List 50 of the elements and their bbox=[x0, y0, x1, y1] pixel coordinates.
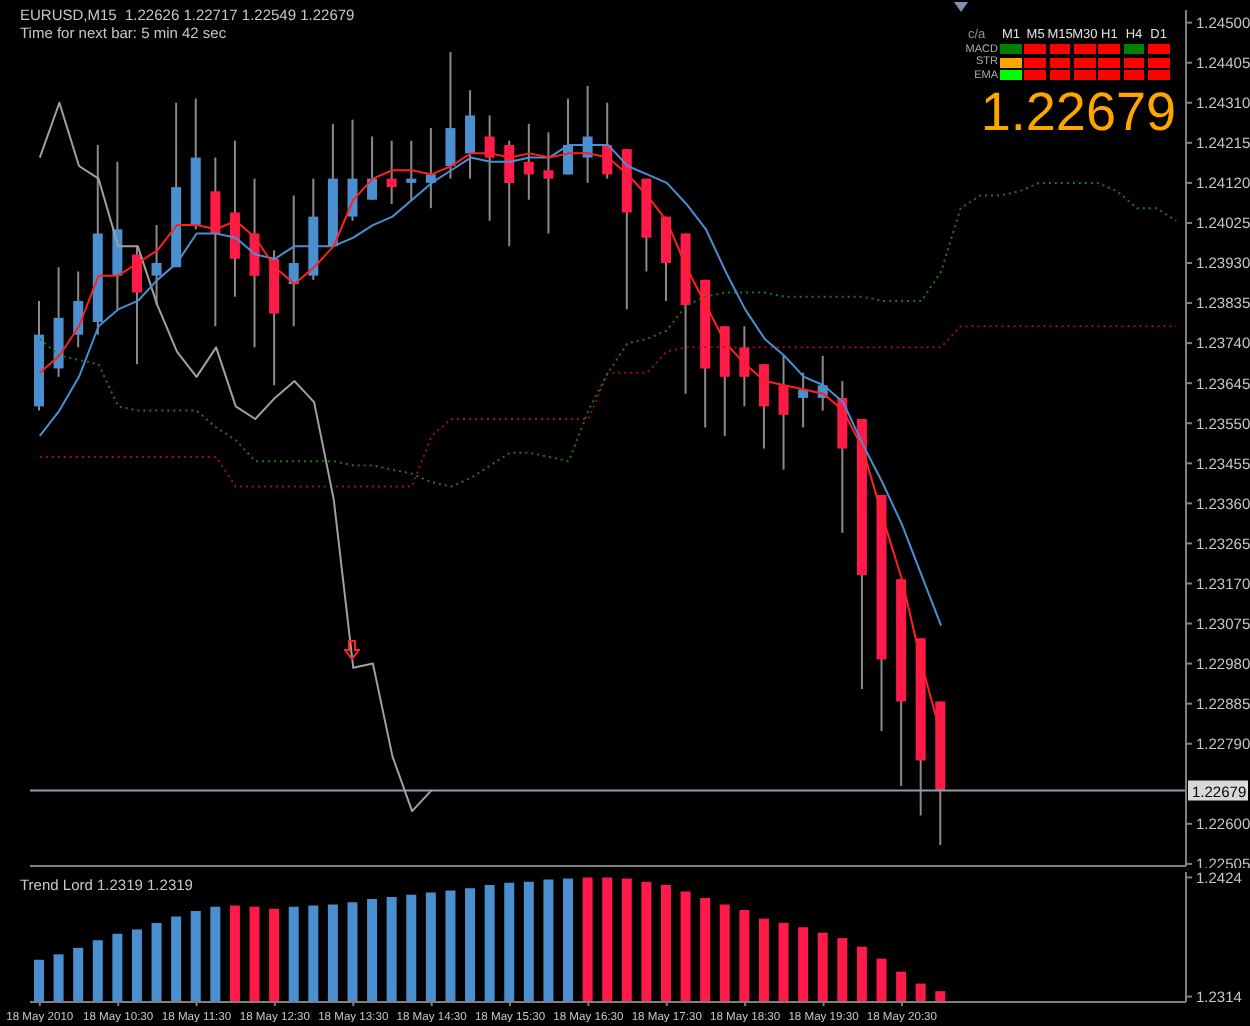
bar bbox=[34, 959, 44, 1002]
bar bbox=[425, 892, 436, 1002]
bar bbox=[778, 922, 789, 1002]
bar bbox=[798, 927, 809, 1002]
bar bbox=[660, 885, 671, 1002]
bar bbox=[249, 906, 260, 1002]
bar bbox=[935, 991, 946, 1002]
bar bbox=[445, 890, 456, 1002]
bar bbox=[680, 891, 691, 1002]
bar bbox=[876, 958, 887, 1002]
bar bbox=[229, 905, 240, 1002]
bar bbox=[269, 908, 280, 1002]
bar bbox=[406, 894, 417, 1002]
bar bbox=[504, 882, 515, 1002]
bar bbox=[73, 947, 84, 1002]
annotation: 1.22679 bbox=[980, 82, 1176, 142]
bar bbox=[719, 904, 730, 1002]
bar bbox=[210, 906, 221, 1002]
bar bbox=[465, 888, 476, 1002]
bar bbox=[367, 899, 378, 1002]
bar bbox=[523, 881, 534, 1002]
bar bbox=[543, 879, 554, 1002]
bar bbox=[92, 940, 103, 1002]
bar bbox=[641, 881, 652, 1002]
bar bbox=[131, 929, 142, 1002]
bar bbox=[53, 954, 64, 1002]
bar bbox=[288, 906, 299, 1002]
bar bbox=[817, 932, 828, 1002]
bar bbox=[563, 878, 574, 1002]
bar bbox=[308, 905, 319, 1002]
line-series bbox=[38, 101, 433, 813]
bar bbox=[190, 911, 201, 1002]
bar bbox=[327, 904, 338, 1002]
bar bbox=[582, 877, 593, 1002]
bar bbox=[896, 971, 907, 1002]
bar bbox=[171, 916, 182, 1002]
bar bbox=[347, 902, 358, 1002]
bar bbox=[386, 896, 397, 1002]
bar bbox=[112, 933, 123, 1002]
bar bbox=[151, 922, 162, 1002]
bar bbox=[700, 898, 711, 1002]
bar bbox=[837, 938, 848, 1002]
bar bbox=[621, 878, 632, 1002]
bar bbox=[484, 885, 495, 1002]
line-series bbox=[38, 325, 1178, 488]
bar bbox=[739, 909, 750, 1002]
bar bbox=[758, 918, 769, 1002]
bar bbox=[915, 983, 926, 1002]
bar bbox=[856, 946, 867, 1002]
bar bbox=[602, 877, 613, 1002]
